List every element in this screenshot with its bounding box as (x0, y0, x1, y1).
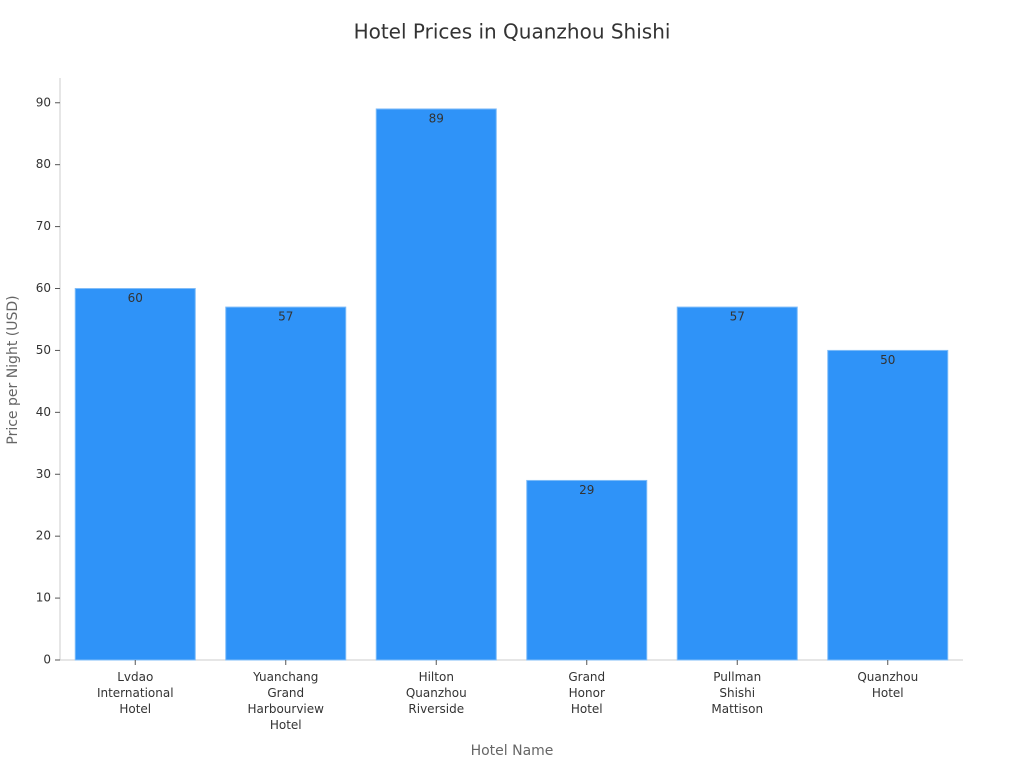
y-tick-label: 80 (36, 157, 51, 171)
x-tick-label: Hilton Quanzhou Riverside (406, 670, 467, 716)
y-tick-label: 70 (36, 219, 51, 233)
x-tick-label: Yuanchang Grand Harbourview Hotel (248, 670, 325, 732)
bar (74, 288, 196, 661)
y-tick-label: 0 (43, 653, 51, 667)
value-label: 57 (278, 310, 293, 324)
y-tick-label: 20 (36, 529, 51, 543)
value-label: 60 (128, 291, 143, 305)
value-label: 57 (730, 310, 745, 324)
y-tick-label: 40 (36, 405, 51, 419)
value-label: 89 (429, 111, 444, 125)
value-label: 50 (880, 353, 895, 367)
bar (225, 306, 347, 661)
y-tick-label: 90 (36, 95, 51, 109)
y-tick-label: 30 (36, 467, 51, 481)
bar (526, 479, 648, 661)
value-label: 29 (579, 483, 594, 497)
bar (827, 349, 949, 661)
y-tick-label: 60 (36, 281, 51, 295)
y-axis-label: Price per Night (USD) (5, 295, 21, 444)
x-tick-label: Lvdao International Hotel (97, 670, 174, 716)
y-tick-label: 50 (36, 343, 51, 357)
chart-title: Hotel Prices in Quanzhou Shishi (354, 20, 671, 44)
bar (375, 108, 497, 661)
x-tick-label: Grand Honor Hotel (568, 670, 605, 716)
x-tick-label: Pullman Shishi Mattison (711, 670, 763, 716)
x-tick-label: Quanzhou Hotel (857, 670, 918, 700)
x-axis-label: Hotel Name (471, 743, 554, 759)
y-tick-label: 10 (36, 591, 51, 605)
bar (676, 306, 798, 661)
